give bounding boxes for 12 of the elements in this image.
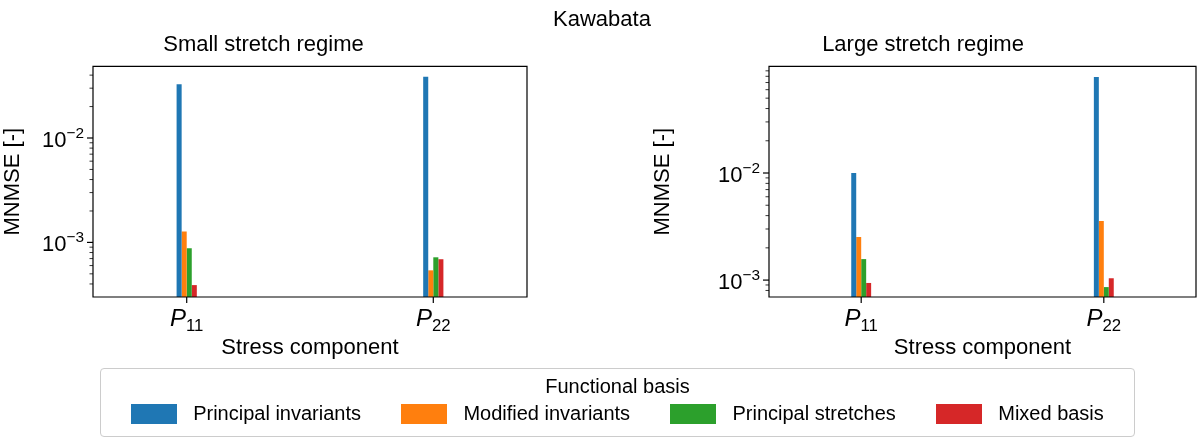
x-axis-title: Stress component — [221, 333, 399, 359]
legend-title: Functional basis — [544, 375, 691, 398]
chart-title: Small stretch regime — [163, 31, 364, 57]
legend-label: Mixed basis — [998, 402, 1104, 425]
x-axis-title: Stress component — [893, 333, 1072, 359]
text: Kawabata — [552, 6, 652, 32]
legend-label: Principal invariants — [193, 402, 362, 425]
legend-label: Principal stretches — [732, 402, 896, 425]
y-axis-title: MNMSE [-] — [649, 127, 675, 236]
y-axis-title: MNMSE [-] — [0, 127, 25, 236]
chart-title: Large stretch regime — [822, 31, 1024, 57]
legend-label: Modified invariants — [463, 402, 631, 425]
